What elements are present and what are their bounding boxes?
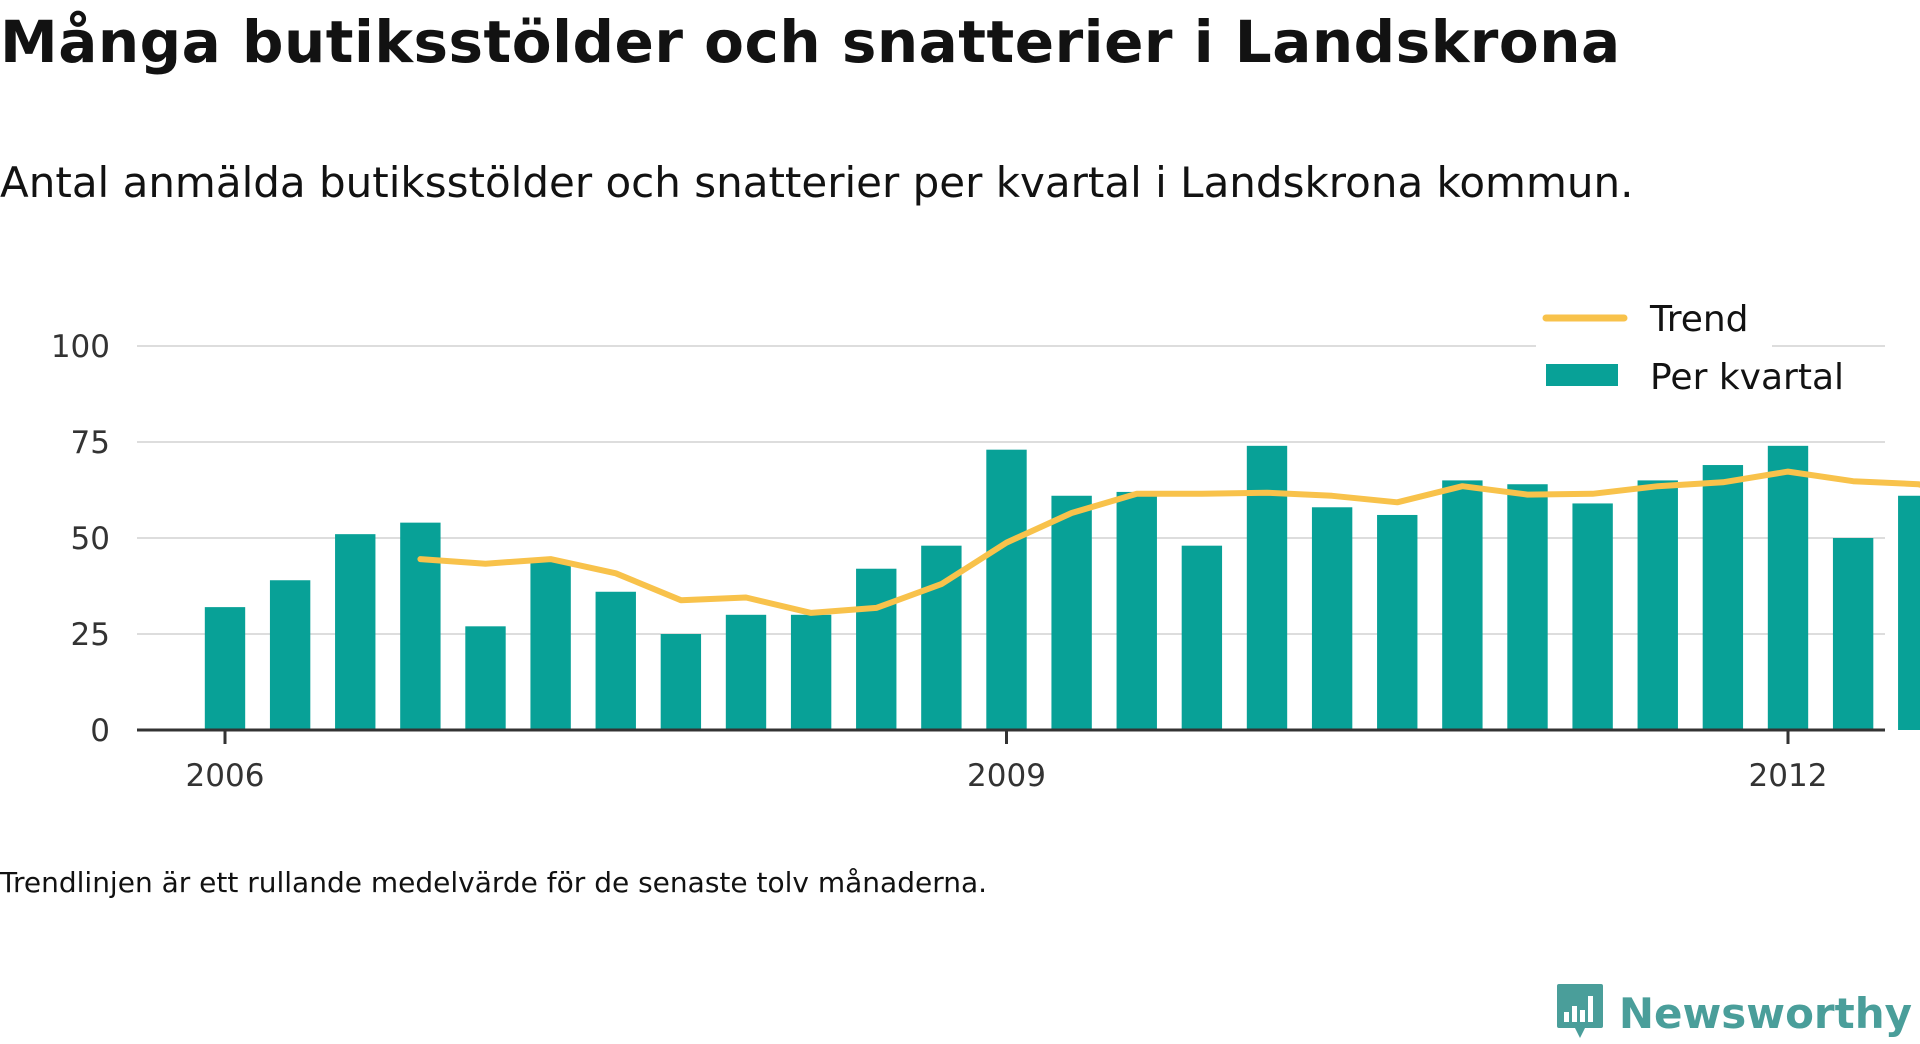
- x-tick-label: 2009: [967, 758, 1046, 794]
- bar: [1637, 480, 1678, 730]
- bar: [1442, 480, 1483, 730]
- legend: Trend Per kvartal: [1536, 298, 1844, 408]
- bar: [725, 614, 767, 730]
- brand-logo: Newsworthy: [1555, 982, 1912, 1044]
- bar: [465, 626, 506, 730]
- bar: [1767, 445, 1809, 730]
- x-tick-label: 2012: [1749, 758, 1828, 794]
- bar: [595, 591, 636, 730]
- y-tick-label: 100: [51, 329, 110, 365]
- bar: [1898, 495, 1920, 730]
- bar: [1832, 538, 1874, 730]
- brand-name: Newsworthy: [1618, 988, 1912, 1038]
- y-axis: 0 25 50 75 100: [51, 329, 110, 749]
- bar: [1246, 445, 1288, 730]
- bar: [204, 607, 246, 730]
- y-tick-label: 75: [71, 425, 110, 461]
- footnote: Trendlinjen är ett rullande medelvärde f…: [0, 866, 988, 899]
- y-tick-label: 25: [71, 617, 110, 653]
- bar: [335, 534, 376, 730]
- bar: [530, 561, 571, 730]
- bar: [660, 634, 702, 730]
- legend-bar-label: Per kvartal: [1650, 357, 1844, 398]
- y-tick-label: 50: [71, 521, 110, 557]
- bar: [1377, 514, 1418, 730]
- bar: [1702, 465, 1744, 730]
- bar: [986, 449, 1027, 730]
- x-tick-label: 2006: [186, 758, 265, 794]
- x-axis: 2006200920122015201820212024: [137, 728, 1885, 794]
- y-tick-label: 0: [90, 713, 110, 749]
- bar: [856, 568, 897, 730]
- legend-bar-swatch: [1546, 364, 1618, 386]
- legend-trend-label: Trend: [1649, 299, 1749, 340]
- trend-line: [417, 468, 1920, 616]
- bar: [1181, 545, 1223, 730]
- bar: [1116, 491, 1157, 730]
- bar: [400, 522, 441, 730]
- bar: [1051, 495, 1092, 730]
- bar: [269, 580, 311, 730]
- bar: [1311, 507, 1353, 730]
- chart-subtitle: Antal anmälda butiksstölder och snatteri…: [0, 158, 1634, 207]
- chart-title: Många butiksstölder och snatterier i Lan…: [0, 8, 1621, 76]
- bar: [1507, 484, 1548, 730]
- bar: [1572, 503, 1613, 730]
- bar: [790, 614, 832, 730]
- newsworthy-chart-icon: [1555, 982, 1605, 1044]
